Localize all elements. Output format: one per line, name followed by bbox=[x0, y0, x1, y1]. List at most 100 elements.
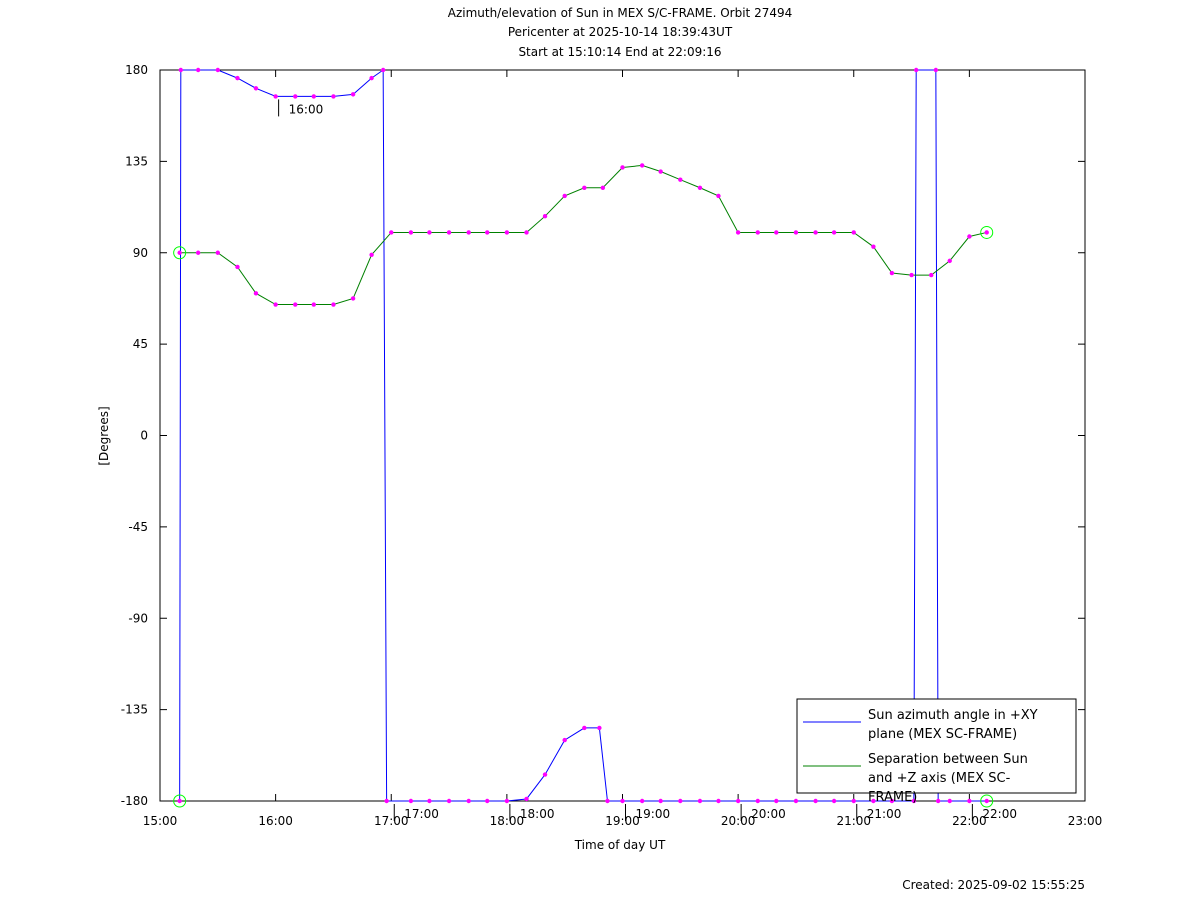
data-point bbox=[311, 94, 316, 99]
data-point bbox=[735, 230, 741, 235]
data-point bbox=[504, 230, 510, 235]
data-point bbox=[380, 67, 386, 73]
data-point bbox=[871, 798, 876, 804]
data-point bbox=[235, 264, 240, 270]
data-point bbox=[524, 796, 529, 802]
data-point bbox=[582, 725, 587, 731]
data-point bbox=[273, 302, 278, 307]
data-point bbox=[253, 291, 259, 296]
data-point bbox=[851, 230, 856, 235]
data-point bbox=[542, 772, 548, 777]
data-point bbox=[913, 67, 919, 73]
data-point bbox=[427, 798, 432, 804]
data-point bbox=[678, 798, 683, 804]
data-point bbox=[446, 230, 452, 235]
data-point bbox=[524, 230, 529, 235]
y-tick-label: -180 bbox=[121, 794, 148, 808]
data-point bbox=[697, 798, 703, 804]
footnote: Created: 2025-09-02 15:55:25 bbox=[902, 878, 1085, 892]
data-point bbox=[466, 798, 471, 804]
data-point bbox=[813, 798, 818, 804]
data-point bbox=[311, 302, 316, 307]
data-point bbox=[935, 798, 941, 804]
data-point bbox=[331, 302, 336, 307]
data-point bbox=[889, 798, 895, 804]
data-point bbox=[716, 193, 721, 199]
data-point bbox=[235, 75, 240, 81]
data-point bbox=[542, 214, 548, 219]
data-point bbox=[658, 169, 663, 174]
x-tick-label: 19:00 bbox=[605, 814, 640, 828]
y-tick-label: 45 bbox=[133, 337, 148, 351]
y-tick-label: 135 bbox=[125, 154, 148, 168]
data-point bbox=[851, 798, 856, 804]
data-point bbox=[755, 230, 760, 235]
data-point bbox=[369, 252, 374, 257]
data-point bbox=[984, 230, 989, 235]
data-point bbox=[177, 798, 182, 804]
endpoint-marker bbox=[173, 794, 187, 808]
data-point bbox=[967, 798, 972, 804]
data-point bbox=[831, 798, 837, 804]
data-point bbox=[350, 296, 356, 301]
data-point bbox=[408, 798, 414, 804]
data-point bbox=[929, 272, 934, 278]
data-point bbox=[793, 230, 799, 235]
data-point bbox=[485, 798, 490, 804]
data-point bbox=[331, 94, 336, 99]
annotation: 17:00 bbox=[404, 807, 439, 821]
data-point bbox=[582, 185, 587, 190]
data-point bbox=[605, 798, 610, 804]
data-point bbox=[984, 798, 989, 804]
y-tick-label: 0 bbox=[140, 429, 148, 443]
annotation: 18:00 bbox=[520, 807, 555, 821]
data-point bbox=[293, 94, 298, 99]
chart-subtitle: Pericenter at 2025-10-14 18:39:43UT bbox=[508, 25, 733, 39]
y-tick-label: 90 bbox=[133, 246, 148, 260]
x-tick-label: 23:00 bbox=[1068, 814, 1103, 828]
data-point bbox=[735, 798, 741, 804]
annotation: 22:00 bbox=[982, 807, 1017, 821]
endpoint-marker bbox=[980, 225, 994, 239]
legend-box bbox=[796, 698, 1077, 794]
data-point bbox=[384, 798, 389, 804]
data-point bbox=[774, 798, 779, 804]
x-tick-label: 17:00 bbox=[374, 814, 409, 828]
data-point bbox=[562, 193, 567, 199]
data-point bbox=[911, 798, 917, 804]
data-point bbox=[178, 67, 184, 73]
chart-title: Azimuth/elevation of Sun in MEX S/C-FRAM… bbox=[448, 6, 793, 20]
data-point bbox=[195, 67, 201, 73]
data-point bbox=[600, 185, 606, 190]
data-point bbox=[658, 798, 663, 804]
chart-subtitle: Start at 15:10:14 End at 22:09:16 bbox=[518, 45, 721, 59]
data-point bbox=[620, 165, 625, 170]
data-point bbox=[485, 230, 490, 235]
data-point bbox=[947, 258, 952, 264]
annotation: 19:00 bbox=[636, 807, 671, 821]
data-point bbox=[620, 798, 625, 804]
data-point bbox=[909, 272, 914, 278]
annotation: 21:00 bbox=[867, 807, 902, 821]
data-point bbox=[273, 94, 278, 99]
data-point bbox=[562, 737, 567, 743]
data-point bbox=[369, 75, 374, 81]
data-point bbox=[967, 234, 972, 239]
data-point bbox=[177, 250, 182, 255]
legend-label: Separation between Sun and +Z axis (MEX … bbox=[868, 752, 1028, 805]
series-line bbox=[179, 69, 987, 802]
data-point bbox=[871, 244, 876, 249]
y-tick-label: 180 bbox=[125, 63, 148, 77]
data-point bbox=[793, 798, 799, 804]
data-point bbox=[597, 725, 602, 731]
data-point bbox=[774, 230, 779, 235]
annotation: 20:00 bbox=[751, 807, 786, 821]
x-tick-label: 16:00 bbox=[258, 814, 293, 828]
data-point bbox=[195, 250, 201, 255]
data-point bbox=[389, 230, 394, 235]
data-point bbox=[933, 67, 939, 73]
data-point bbox=[408, 230, 414, 235]
data-point bbox=[639, 163, 645, 168]
data-point bbox=[504, 798, 510, 804]
